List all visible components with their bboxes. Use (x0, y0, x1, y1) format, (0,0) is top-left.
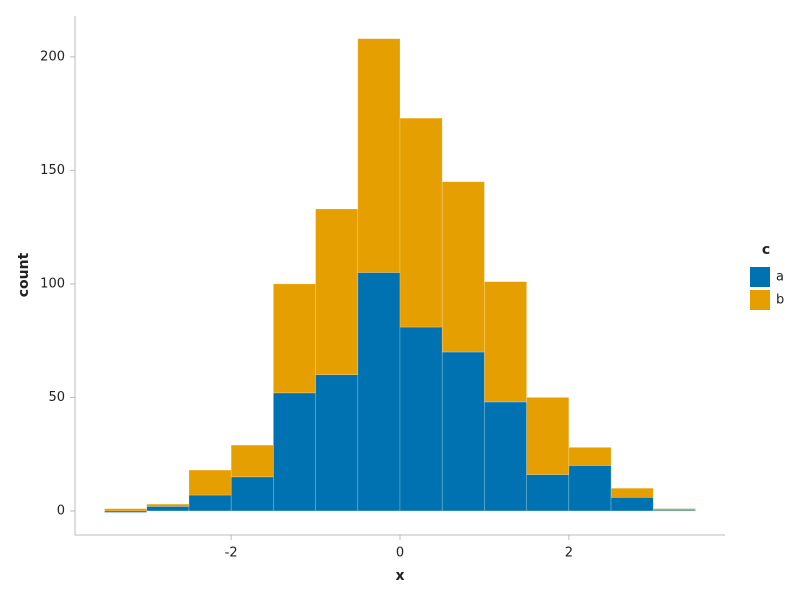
bar-segment (104, 508, 148, 512)
y-tick-label: 0 (57, 503, 65, 518)
x-tick-label: 0 (396, 546, 404, 561)
bar-segment (146, 506, 190, 512)
bar-segment (484, 401, 527, 512)
bar-segment (652, 508, 696, 511)
bar-segment (610, 497, 654, 512)
bar-segment (526, 397, 570, 475)
bar-segment (273, 283, 316, 394)
legend-swatch (750, 267, 770, 287)
bar-segment (273, 392, 316, 512)
x-tick-label: -2 (225, 546, 238, 561)
x-tick-label: 2 (565, 546, 573, 561)
y-tick-label: 200 (40, 49, 65, 64)
bar-segment (399, 326, 443, 512)
bar-segment (484, 281, 527, 403)
bar-segment (568, 447, 612, 466)
bar-segment (315, 374, 359, 512)
bar-segment (568, 465, 612, 512)
bar-segment (357, 272, 401, 512)
y-tick-label: 150 (40, 163, 65, 178)
bar-segment (230, 444, 274, 478)
legend-swatch (750, 290, 770, 310)
x-axis-title: x (395, 568, 404, 584)
bar-segment (188, 494, 232, 512)
bar-segment (610, 487, 654, 498)
bar-segment (441, 181, 485, 353)
legend-label: a (776, 270, 784, 285)
y-tick-label: 50 (48, 390, 65, 405)
legend-label: b (776, 293, 784, 308)
bar-segment (146, 503, 190, 507)
y-axis-title: count (16, 252, 32, 297)
bar-segment (526, 474, 570, 512)
bar-segment (441, 351, 485, 512)
y-tick-label: 100 (40, 276, 65, 291)
bar-segment (188, 469, 232, 496)
legend-title: c (762, 242, 770, 258)
bar-segment (357, 38, 401, 273)
bar-segment (399, 117, 443, 328)
bar-segment (230, 476, 274, 512)
bar-segment (315, 208, 359, 376)
